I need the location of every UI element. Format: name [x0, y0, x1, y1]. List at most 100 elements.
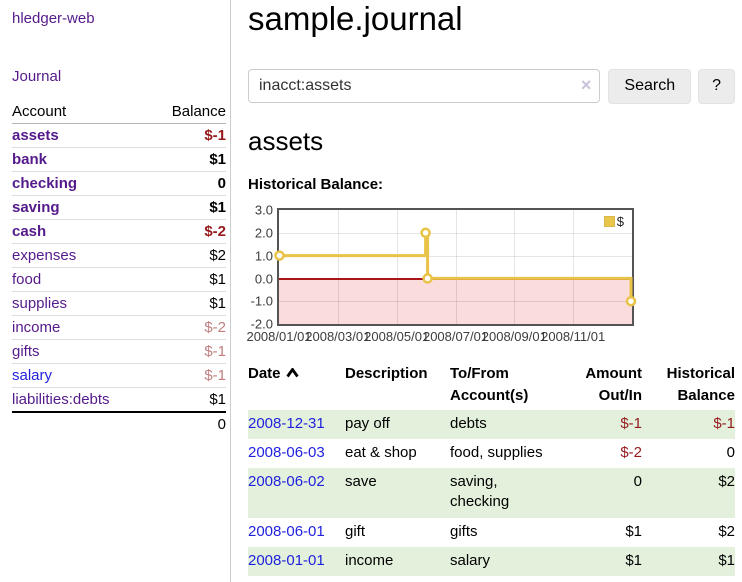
y-tick-label: -1.0 [250, 293, 273, 309]
balance-liabilities-debts: $1 [149, 387, 226, 413]
transaction-date-link[interactable]: 2008-01-01 [248, 551, 325, 569]
transaction-description: income [345, 551, 394, 569]
transaction-balance: $2 [718, 522, 735, 540]
transaction-account: gifts [450, 522, 478, 540]
sidebar-item-cash[interactable]: cash [12, 223, 47, 240]
register-header-row: Date Description To/From Account(s) Amou… [248, 361, 735, 410]
sidebar-item-salary[interactable]: salary [12, 367, 53, 384]
transaction-date-link[interactable]: 2008-06-01 [248, 522, 325, 540]
balance-expenses: $2 [149, 243, 226, 268]
legend-swatch-icon [603, 216, 615, 228]
gridline [455, 210, 457, 325]
sidebar-item-income[interactable]: income [12, 319, 61, 336]
legend-label: $ [616, 214, 624, 230]
balance-income: $-2 [149, 315, 226, 340]
sidebar-item-journal[interactable]: Journal [12, 68, 62, 85]
transaction-amount: 0 [633, 473, 642, 491]
register-table: Date Description To/From Account(s) Amou… [248, 361, 735, 577]
gridline [396, 210, 398, 325]
y-tick-label: 2.0 [254, 225, 273, 241]
gridline [573, 210, 575, 325]
transaction-account: salary [450, 551, 491, 569]
transaction-balance: 0 [726, 443, 735, 461]
balance-supplies: $1 [149, 291, 226, 316]
sort-ascending-icon [285, 363, 299, 385]
accounts-total-value: 0 [149, 411, 226, 436]
transaction-account: food, supplies [450, 443, 543, 461]
sidebar-item-checking[interactable]: checking [12, 175, 78, 192]
register-row: 2008-06-01 gift gifts $1 $2 [248, 518, 735, 547]
sidebar-item-bank[interactable]: bank [12, 151, 48, 168]
sidebar-item-assets[interactable]: assets [12, 127, 59, 144]
balance-checking: 0 [149, 171, 226, 196]
sidebar-item-food[interactable]: food [12, 271, 42, 288]
transaction-account: saving, checking [450, 473, 510, 511]
accounts-table-header: Account Balance [12, 100, 226, 124]
transaction-account: debts [450, 414, 487, 432]
gridline [514, 210, 516, 325]
transaction-date-link[interactable]: 2008-06-02 [248, 473, 325, 491]
search-form: × Search ? [248, 68, 735, 104]
register-header-amount: Amount Out/In [585, 365, 642, 404]
transaction-description: save [345, 473, 377, 491]
balance-bank: $1 [149, 147, 226, 172]
account-row-cash: cash $-2 [12, 219, 226, 244]
balance-food: $1 [149, 267, 226, 292]
register-row: 2008-01-01 income salary $1 $1 [248, 546, 735, 577]
transaction-amount: $-2 [620, 443, 642, 461]
transaction-amount: $1 [625, 522, 642, 540]
clear-search-icon[interactable]: × [580, 75, 592, 96]
x-tick-label: 2008/01/01 [246, 329, 312, 345]
x-tick-label: 2008/07/01 [422, 329, 489, 345]
x-tick-label: 2008/11/01 [541, 329, 606, 345]
search-input[interactable] [248, 69, 601, 104]
sidebar-item-liabilities-debts[interactable]: liabilities:debts [12, 391, 110, 408]
register-header-description: Description [345, 365, 428, 383]
transaction-description: pay off [345, 414, 390, 432]
chart-legend: $ [603, 214, 624, 230]
y-tick-label: 0.0 [254, 271, 273, 287]
brand-link[interactable]: hledger-web [12, 10, 95, 27]
negative-region [279, 278, 632, 325]
account-row-gifts: gifts $-1 [12, 339, 226, 364]
register-row: 2008-12-31 pay off debts $-1 $-1 [248, 409, 735, 439]
page-title: sample.journal [248, 0, 463, 37]
accounts-header-account: Account [12, 100, 150, 124]
account-row-salary: salary $-1 [12, 363, 226, 388]
register-row: 2008-06-03 eat & shop food, supplies $-2… [248, 439, 735, 468]
register-header-balance: Historical Balance [666, 365, 735, 404]
account-row-supplies: supplies $1 [12, 291, 226, 316]
search-button[interactable]: Search [608, 68, 692, 104]
search-input-wrap: × [248, 69, 601, 104]
historical-balance-chart: 3.0 2.0 1.0 0.0 -1.0 -2.0 [246, 200, 735, 345]
gridline [279, 233, 632, 235]
y-tick-label: 3.0 [254, 202, 273, 218]
account-row-bank: bank $1 [12, 147, 226, 172]
sidebar-item-gifts[interactable]: gifts [12, 343, 40, 360]
help-button[interactable]: ? [698, 68, 735, 104]
account-row-assets: assets $-1 [12, 123, 226, 148]
accounts-header-balance: Balance [149, 100, 226, 124]
sidebar-item-expenses[interactable]: expenses [12, 247, 77, 264]
balance-assets: $-1 [149, 123, 226, 148]
transaction-amount: $1 [625, 551, 642, 569]
register-header-date[interactable]: Date [248, 361, 345, 410]
chart-title: Historical Balance: [248, 176, 384, 194]
transaction-balance: $-1 [713, 414, 735, 432]
balance-cash: $-2 [149, 219, 226, 244]
gridline [279, 255, 632, 257]
transaction-description: gift [345, 522, 366, 540]
transaction-date-link[interactable]: 2008-06-03 [248, 443, 325, 461]
register-row: 2008-06-02 save saving, checking 0 $2 [248, 468, 735, 518]
transaction-balance: $2 [718, 473, 735, 491]
gridline [337, 210, 339, 325]
transaction-balance: $1 [718, 551, 735, 569]
balance-step-line [274, 227, 637, 307]
sidebar-item-supplies[interactable]: supplies [12, 295, 68, 312]
y-tick-label: -2.0 [250, 316, 273, 332]
x-tick-label: 2008/09/01 [481, 329, 547, 345]
sidebar-item-saving[interactable]: saving [12, 199, 60, 216]
x-tick-label: 2008/03/01 [305, 329, 371, 345]
transaction-date-link[interactable]: 2008-12-31 [248, 414, 325, 432]
sidebar: hledger-web Journal Account Balance asse… [0, 0, 231, 582]
